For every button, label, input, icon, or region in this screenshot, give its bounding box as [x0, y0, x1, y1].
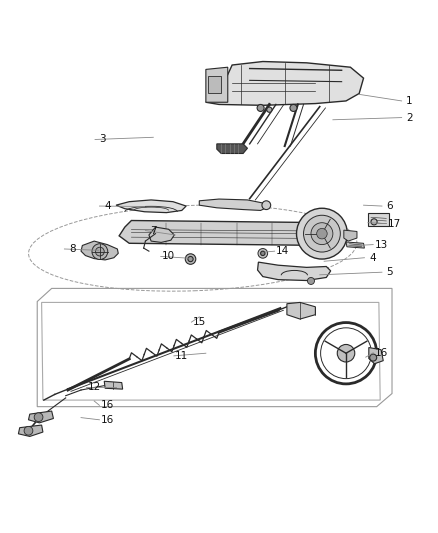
Circle shape	[307, 278, 314, 285]
Text: 4: 4	[369, 253, 376, 263]
Text: 4: 4	[104, 201, 111, 211]
Circle shape	[188, 256, 193, 262]
Text: 6: 6	[386, 201, 393, 211]
Text: 2: 2	[406, 112, 413, 123]
Circle shape	[290, 104, 297, 111]
Polygon shape	[28, 411, 53, 423]
Text: 16: 16	[374, 348, 388, 358]
Text: 3: 3	[99, 134, 106, 144]
Text: 16: 16	[101, 400, 114, 410]
Polygon shape	[258, 262, 331, 280]
Circle shape	[267, 107, 272, 112]
Polygon shape	[199, 199, 267, 211]
Circle shape	[304, 215, 340, 252]
Polygon shape	[206, 61, 364, 106]
Circle shape	[261, 251, 265, 255]
Circle shape	[337, 344, 355, 362]
Circle shape	[34, 413, 43, 422]
Text: 1: 1	[406, 96, 413, 106]
Text: 15: 15	[193, 317, 206, 327]
Polygon shape	[369, 348, 383, 364]
Circle shape	[317, 229, 327, 239]
Polygon shape	[149, 227, 174, 243]
Polygon shape	[206, 67, 228, 102]
Text: 14: 14	[276, 246, 289, 256]
Text: 12: 12	[88, 382, 101, 392]
Polygon shape	[116, 200, 186, 213]
Text: 13: 13	[374, 240, 388, 249]
Polygon shape	[119, 221, 339, 246]
Text: 16: 16	[101, 415, 114, 425]
Polygon shape	[346, 242, 364, 248]
Circle shape	[185, 254, 196, 264]
Circle shape	[262, 201, 271, 209]
Polygon shape	[344, 230, 357, 241]
Polygon shape	[18, 425, 43, 437]
Polygon shape	[287, 302, 315, 319]
Text: 8: 8	[69, 244, 76, 254]
Text: 17: 17	[388, 219, 401, 229]
Circle shape	[92, 244, 108, 260]
Polygon shape	[81, 241, 118, 260]
Circle shape	[297, 208, 347, 259]
Polygon shape	[104, 381, 123, 389]
Text: 11: 11	[175, 351, 188, 361]
Circle shape	[370, 354, 377, 361]
Bar	[368, 213, 389, 226]
Circle shape	[258, 248, 268, 258]
Circle shape	[311, 223, 333, 245]
Circle shape	[257, 104, 264, 111]
Circle shape	[24, 426, 33, 435]
Circle shape	[95, 247, 104, 256]
Text: 10: 10	[162, 252, 175, 261]
Bar	[208, 76, 221, 93]
Polygon shape	[217, 144, 247, 154]
Circle shape	[371, 219, 377, 225]
Text: 5: 5	[386, 267, 393, 277]
Text: 7: 7	[150, 225, 157, 236]
